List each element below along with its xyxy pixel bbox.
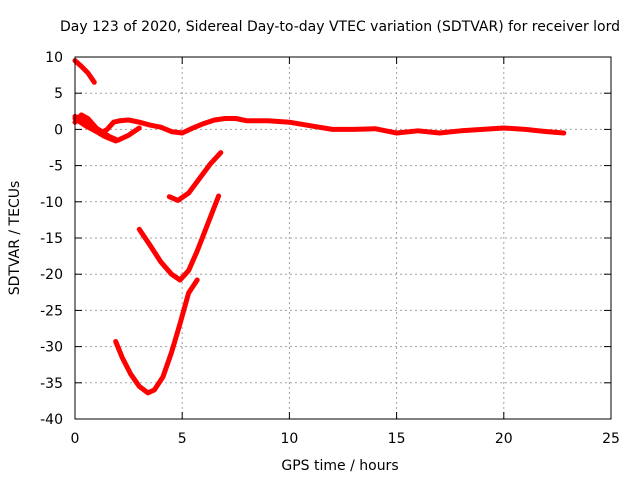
series-line-dip-to-minus-10 [72,113,142,143]
y-tick-label: 5 [54,86,63,102]
y-tick-label: -15 [40,231,63,247]
x-axis-label: GPS time / hours [281,458,398,474]
x-tick-label: 20 [495,431,513,447]
series-line-arc-minus-10 [166,150,224,203]
y-tick-label: -25 [40,303,63,319]
y-tick-label: -5 [49,159,63,175]
y-tick-label: -30 [40,340,63,356]
x-tick-label: 15 [388,431,406,447]
y-tick-label: -10 [40,195,63,211]
tick-group: 0 5 10 15 20 25 10 5 0 -5 -10 -15 -20 -25 -30 -35 -40 [40,50,620,447]
x-tick-label: 25 [602,431,620,447]
y-tick-label: -35 [40,376,63,392]
y-axis-label: SDTVAR / TECUs [7,181,23,296]
series-group [72,58,567,396]
series-line-main-track [72,112,567,136]
series-line-upper-arc [72,58,97,85]
y-tick-label: -40 [40,412,63,428]
x-tick-label: 0 [71,431,80,447]
series-line-arc-minus-21 [136,193,222,283]
y-tick-label: 10 [45,50,63,66]
y-tick-label: 0 [54,122,63,138]
x-tick-label: 5 [178,431,187,447]
x-tick-label: 10 [280,431,298,447]
series-line-arc-minus-36 [113,277,200,396]
y-tick-label: -20 [40,267,63,283]
chart-title: Day 123 of 2020, Sidereal Day-to-day VTE… [60,19,620,35]
